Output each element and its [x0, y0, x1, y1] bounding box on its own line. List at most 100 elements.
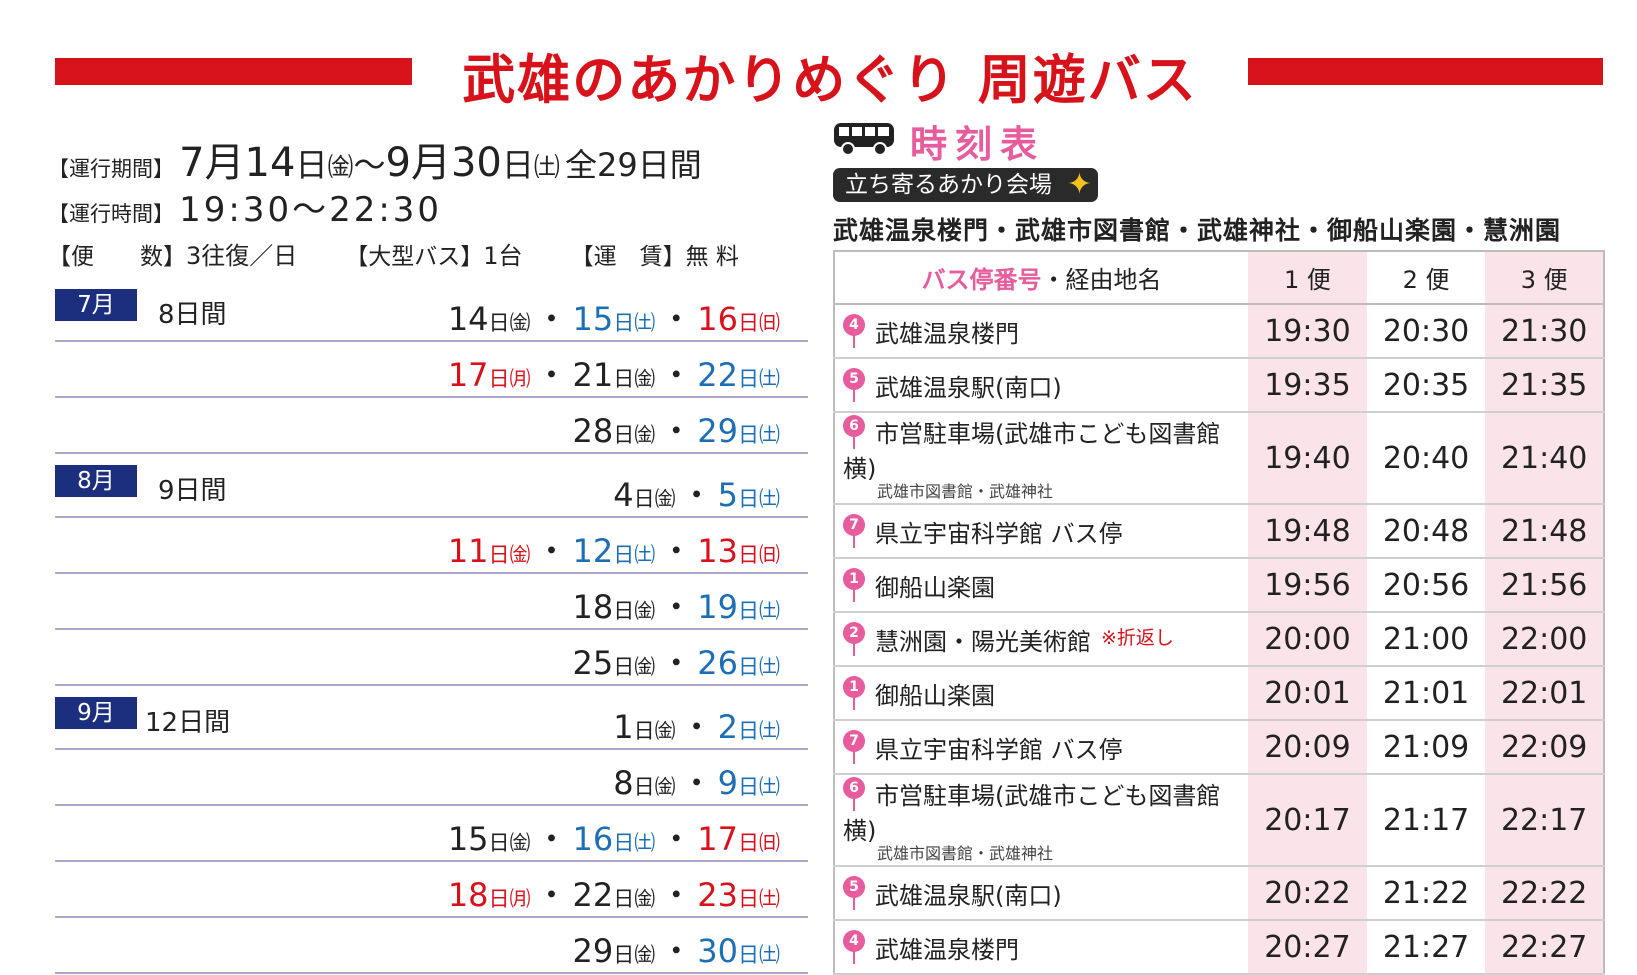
operation-date: 23日㈯	[697, 876, 780, 914]
period-total: 全29日間	[564, 146, 702, 184]
bus-value: 1台	[483, 242, 523, 270]
date-weekday: 日㈯	[738, 487, 780, 511]
operation-date: 13日㈰	[697, 532, 780, 570]
hours-label: 【運行時間】	[48, 202, 174, 226]
venue-pill: 立ち寄るあかり会場 ✦	[833, 168, 1098, 202]
stop-name: 県立宇宙科学館 バス停	[875, 735, 1123, 764]
month-gap	[55, 686, 808, 694]
departure-time: 20:48	[1366, 504, 1486, 559]
date-separator: ・	[660, 356, 693, 394]
date-weekday: 日㈮	[488, 311, 531, 335]
date-number: 4	[613, 476, 634, 514]
stop-number: 1	[843, 676, 865, 698]
departure-time: 20:27	[1248, 920, 1367, 975]
operation-date: 17日㈪	[448, 356, 531, 394]
date-list: 8日㈮・ 9日㈯	[613, 758, 780, 804]
stop-name: 市営駐車場(武雄市こども図書館横)	[843, 420, 1221, 483]
date-number: 17	[697, 820, 738, 858]
period-start-month: 7月	[179, 140, 245, 186]
date-separator: ・	[660, 300, 693, 338]
operation-date: 11日㈮	[448, 532, 531, 570]
date-weekday: 日㈯	[738, 599, 780, 623]
pin-stem	[853, 534, 855, 548]
stop-name: 武雄温泉楼門	[875, 319, 1019, 348]
departure-time: 21:48	[1485, 504, 1604, 559]
operation-hours: 【運行時間】 19:30～22:30	[48, 182, 442, 231]
operation-date: 18日㈪	[448, 876, 531, 914]
date-weekday: 日㈯	[613, 831, 656, 855]
date-separator: ・	[535, 532, 568, 570]
month-day-count: 12日間	[145, 708, 231, 738]
stop-cell: 5 武雄温泉駅(南口)	[834, 358, 1249, 413]
departure-time: 22:01	[1485, 666, 1604, 721]
date-list: 18日㈮・ 19日㈯	[573, 582, 780, 628]
departure-time: 21:22	[1366, 866, 1486, 921]
date-weekday: 日㈪	[488, 887, 531, 911]
date-list: 18日㈪・ 22日㈮・ 23日㈯	[448, 870, 780, 916]
stop-pin-icon: 4	[843, 314, 865, 348]
departure-time: 21:56	[1485, 558, 1604, 613]
date-separator: ・	[535, 300, 568, 338]
date-weekday: 日㈯	[738, 367, 780, 391]
date-number: 9	[717, 764, 738, 802]
stop-name: 御船山楽園	[875, 573, 995, 602]
operation-calendar: 7月 8日間 14日㈮・ 15日㈯・ 16日㈰ 17日㈪・ 21日㈮・ 22日㈯ 28日㈮・ 29…	[55, 286, 808, 974]
calendar-row: 17日㈪・ 21日㈮・ 22日㈯	[55, 342, 808, 398]
stop-number: 4	[843, 314, 865, 336]
operation-date: 16日㈰	[697, 300, 780, 338]
departure-time: 21:30	[1485, 304, 1604, 359]
departure-time: 20:00	[1248, 612, 1367, 667]
pin-stem	[853, 950, 855, 964]
operation-date: 22日㈯	[697, 356, 780, 394]
timetable-row: 1 御船山楽園 19:56 20:56 21:56	[834, 558, 1604, 613]
date-weekday: 日㈯	[613, 311, 656, 335]
operation-date: 8日㈮	[613, 764, 675, 802]
operation-date: 30日㈯	[697, 932, 780, 970]
departure-time: 20:01	[1248, 666, 1367, 721]
sparkle-icon: ✦	[1066, 167, 1092, 202]
departure-time: 22:27	[1485, 920, 1604, 975]
date-list: 28日㈮・ 29日㈯	[573, 406, 780, 452]
date-number: 2	[717, 708, 738, 746]
stop-number: 1	[843, 568, 865, 590]
header-trip-2: 2 便	[1366, 251, 1486, 305]
month-gap	[55, 454, 808, 462]
date-separator: ・	[660, 644, 693, 682]
stop-number: 5	[843, 876, 865, 898]
date-number: 26	[697, 644, 738, 682]
date-separator: ・	[680, 476, 713, 514]
stop-pin-icon: 2	[843, 622, 865, 656]
header-trip-1: 1 便	[1248, 251, 1367, 305]
timetable-row: 6 市営駐車場(武雄市こども図書館横) 武雄市図書館・武雄神社 20:17 21:17 2…	[834, 774, 1604, 867]
departure-time: 20:56	[1366, 558, 1486, 613]
pin-stem	[853, 388, 855, 402]
calendar-row: 8月 9日間 4日㈮・ 5日㈯	[55, 462, 808, 518]
period-end-weekday: ㈯	[533, 153, 560, 183]
stop-number: 6	[843, 776, 865, 799]
stop-number: 2	[843, 622, 865, 644]
date-number: 1	[613, 708, 634, 746]
date-weekday: 日㈮	[613, 367, 656, 391]
stop-name: 御船山楽園	[875, 681, 995, 710]
bus-label: 【大型バス】	[345, 244, 484, 270]
date-number: 8	[613, 764, 634, 802]
month-day-count: 8日間	[158, 300, 227, 330]
date-weekday: 日㈯	[738, 943, 780, 967]
stop-cell: 7 県立宇宙科学館 バス停	[834, 504, 1249, 559]
venue-list: 武雄温泉楼門・武雄市図書館・武雄神社・御船山楽園・慧洲園	[833, 216, 1562, 245]
timetable-row: 2 慧洲園・陽光美術館 ※折返し 20:00 21:00 22:00	[834, 612, 1604, 667]
calendar-row: 28日㈮・ 29日㈯	[55, 398, 808, 454]
departure-time: 22:17	[1485, 774, 1604, 867]
date-weekday: 日㈮	[488, 831, 531, 855]
stop-number: 7	[843, 514, 865, 536]
operation-date: 19日㈯	[697, 588, 780, 626]
date-weekday: 日㈮	[488, 543, 531, 567]
header-stop: バス停番号・経由地名	[834, 251, 1249, 305]
calendar-row: 25日㈮・ 26日㈯	[55, 630, 808, 686]
departure-time: 19:48	[1248, 504, 1367, 559]
date-separator: ・	[660, 532, 693, 570]
timetable: バス停番号・経由地名 1 便 2 便 3 便 4 武雄温泉楼門 19:30 20:30…	[833, 250, 1605, 975]
date-separator: ・	[660, 588, 693, 626]
title-bar-left	[55, 58, 412, 85]
date-separator: ・	[660, 820, 693, 858]
